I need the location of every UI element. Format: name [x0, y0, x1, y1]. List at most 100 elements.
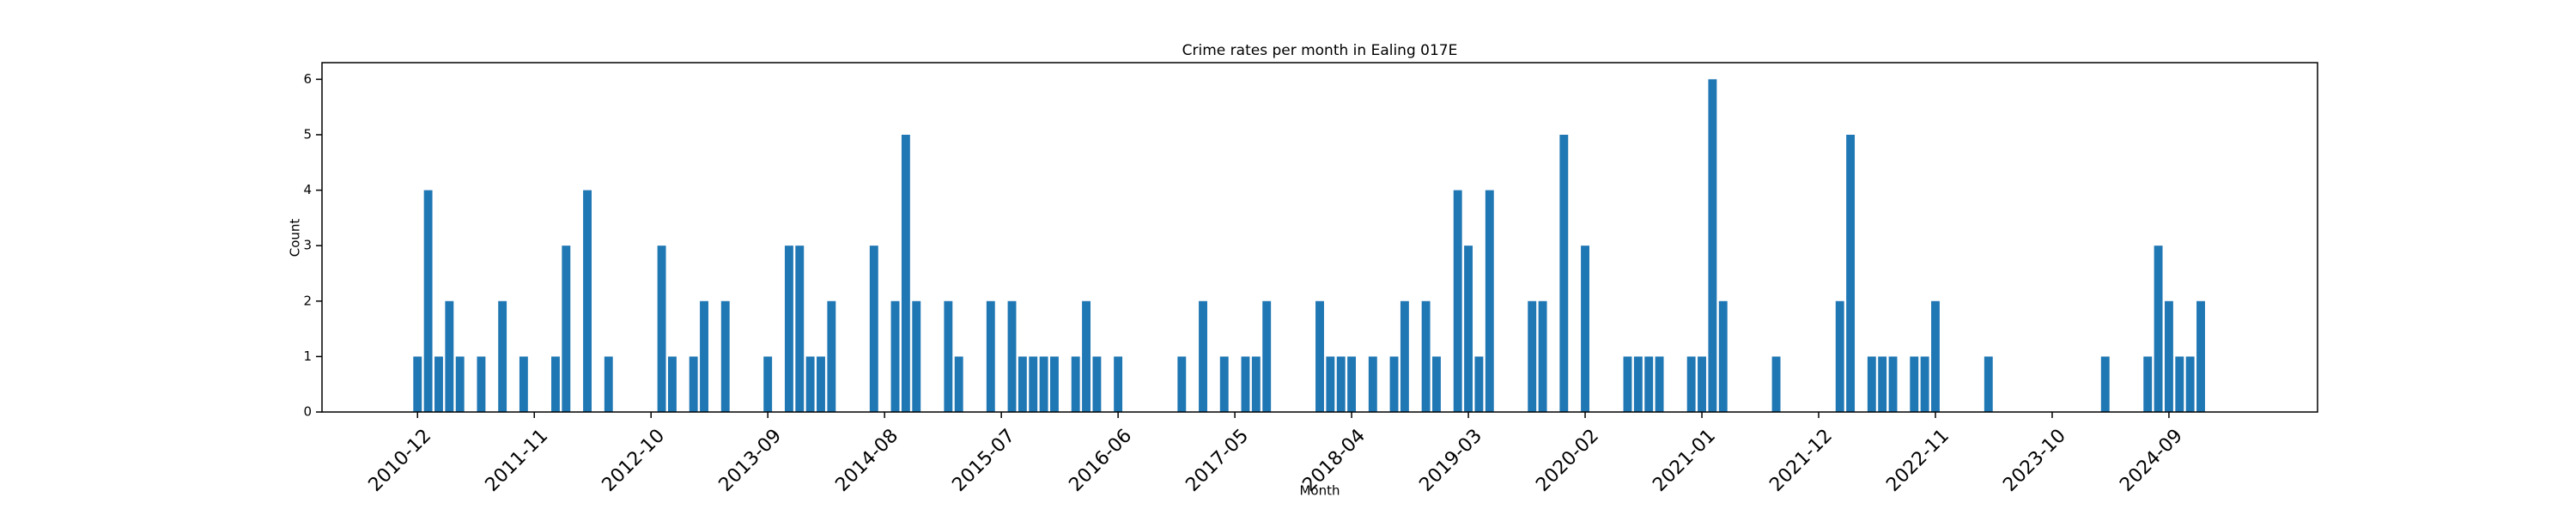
- bar: [1389, 356, 1399, 412]
- y-tick-label: 1: [303, 348, 312, 364]
- bar: [498, 300, 507, 412]
- bar: [1039, 356, 1048, 412]
- x-tick-label: 2022-11: [1882, 425, 1953, 496]
- bar: [1708, 79, 1717, 412]
- bar: [1623, 356, 1632, 412]
- bar: [1400, 300, 1409, 412]
- x-tick-label: 2020-02: [1532, 425, 1603, 496]
- x-tick-label: 2015-07: [948, 425, 1019, 496]
- bar: [1655, 356, 1664, 412]
- bar: [2175, 356, 2184, 412]
- bar: [477, 356, 486, 412]
- bar: [413, 356, 422, 412]
- bar: [1453, 190, 1462, 413]
- x-tick-label: 2017-05: [1182, 425, 1253, 496]
- bar: [1018, 356, 1027, 412]
- x-tick-label: 2019-03: [1415, 425, 1486, 496]
- bar: [795, 245, 805, 412]
- bar: [1177, 356, 1187, 412]
- bar: [1888, 356, 1898, 412]
- bar: [562, 245, 571, 412]
- y-tick-label: 3: [303, 238, 312, 253]
- bar: [2164, 300, 2173, 412]
- bar: [2185, 356, 2195, 412]
- bar: [817, 356, 825, 412]
- bar: [1846, 134, 1856, 412]
- bar: [1326, 356, 1335, 412]
- bar: [1347, 356, 1357, 412]
- x-tick-label: 2021-12: [1765, 425, 1837, 496]
- bar: [1368, 356, 1377, 412]
- bar: [445, 300, 454, 412]
- x-tick-label: 2010-12: [365, 425, 436, 496]
- bar: [1082, 300, 1091, 412]
- bar: [423, 190, 433, 413]
- bar: [2143, 356, 2153, 412]
- bar: [720, 300, 730, 412]
- x-tick-label: 2011-11: [482, 425, 553, 496]
- chart-title: Crime rates per month in Ealing 017E: [1182, 42, 1458, 59]
- x-tick-label: 2024-09: [2116, 425, 2187, 496]
- x-tick-label: 2012-10: [598, 425, 670, 496]
- bar: [912, 300, 921, 412]
- bar: [1421, 300, 1431, 412]
- bar: [1114, 356, 1123, 412]
- x-tick-label: 2013-09: [715, 425, 787, 496]
- bar: [1910, 356, 1919, 412]
- bar: [1336, 356, 1346, 412]
- bar: [1581, 245, 1589, 412]
- bar: [1050, 356, 1059, 412]
- x-tick-label: 2014-08: [831, 425, 902, 496]
- bar: [1931, 300, 1940, 412]
- bar: [986, 300, 995, 412]
- bar: [2196, 300, 2205, 412]
- x-tick-label: 2016-06: [1065, 425, 1136, 496]
- bar: [1528, 300, 1537, 412]
- y-tick-label: 4: [303, 182, 312, 197]
- bar: [1920, 356, 1929, 412]
- bar: [805, 356, 815, 412]
- bar: [1241, 356, 1250, 412]
- bar: [455, 356, 465, 412]
- bar: [1474, 356, 1484, 412]
- bar: [1718, 300, 1728, 412]
- bar: [1698, 356, 1706, 412]
- bar: [1867, 356, 1876, 412]
- plot-frame: [321, 62, 2318, 413]
- bar: [583, 190, 592, 413]
- bar: [1251, 356, 1261, 412]
- bar: [784, 245, 793, 412]
- bar: [1878, 356, 1887, 412]
- bar: [869, 245, 878, 412]
- bar: [1007, 300, 1017, 412]
- x-axis-label: Month: [1299, 483, 1340, 499]
- bar: [1219, 356, 1229, 412]
- y-tick-label: 0: [303, 404, 312, 420]
- bar: [1559, 134, 1569, 412]
- bar: [944, 300, 953, 412]
- bar: [1771, 356, 1781, 412]
- bar: [1432, 356, 1441, 412]
- bar: [1315, 300, 1324, 412]
- bar: [2100, 356, 2110, 412]
- bar: [1686, 356, 1696, 412]
- bar: [689, 356, 698, 412]
- bar: [667, 356, 677, 412]
- bar: [901, 134, 910, 412]
- y-tick-label: 5: [303, 126, 312, 142]
- bar: [1633, 356, 1643, 412]
- bar: [657, 245, 666, 412]
- bar: [1464, 245, 1473, 412]
- bar: [1984, 356, 1993, 412]
- bar: [604, 356, 613, 412]
- y-axis-label: Count: [288, 219, 303, 258]
- bar: [1485, 190, 1494, 413]
- bar: [2154, 245, 2163, 412]
- bar: [551, 356, 560, 412]
- y-tick-label: 6: [303, 71, 312, 87]
- bar: [1538, 300, 1547, 412]
- bar: [1092, 356, 1102, 412]
- bar: [954, 356, 963, 412]
